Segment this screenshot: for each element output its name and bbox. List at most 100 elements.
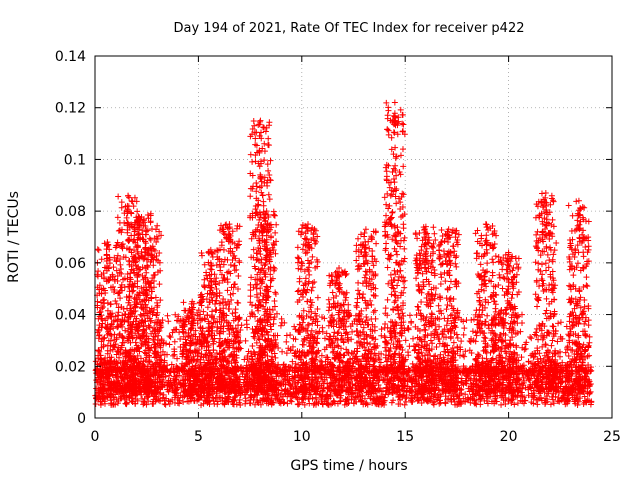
grid-lines bbox=[95, 56, 612, 418]
data-point bbox=[406, 343, 413, 350]
data-point bbox=[410, 335, 417, 342]
data-point bbox=[243, 317, 250, 324]
data-point bbox=[107, 300, 114, 307]
data-point bbox=[534, 401, 541, 408]
data-point bbox=[461, 325, 468, 332]
data-point bbox=[406, 312, 413, 319]
data-point bbox=[522, 345, 529, 352]
data-point bbox=[149, 226, 155, 233]
data-point bbox=[99, 320, 106, 327]
data-point bbox=[146, 235, 153, 242]
data-point bbox=[498, 401, 505, 408]
data-point bbox=[586, 339, 593, 346]
data-point bbox=[129, 288, 136, 295]
data-point bbox=[249, 356, 256, 363]
data-point bbox=[180, 299, 187, 306]
data-point bbox=[530, 400, 537, 407]
data-point bbox=[387, 318, 394, 325]
data-point bbox=[157, 297, 164, 304]
data-point bbox=[172, 311, 179, 318]
data-point bbox=[143, 269, 150, 276]
data-point bbox=[461, 353, 468, 360]
data-point bbox=[112, 298, 119, 305]
data-point bbox=[116, 219, 123, 226]
data-point bbox=[283, 338, 290, 345]
data-point bbox=[236, 396, 243, 403]
data-point bbox=[160, 391, 167, 398]
data-point bbox=[518, 389, 525, 396]
data-point bbox=[283, 332, 290, 339]
data-points bbox=[92, 99, 595, 409]
data-point bbox=[144, 211, 151, 218]
data-point bbox=[462, 391, 469, 398]
data-point bbox=[528, 372, 535, 379]
data-point bbox=[378, 326, 385, 333]
data-point bbox=[151, 336, 158, 343]
data-point bbox=[161, 400, 168, 407]
data-point bbox=[528, 335, 535, 342]
data-point bbox=[306, 400, 313, 407]
data-point bbox=[200, 308, 207, 315]
data-point bbox=[581, 393, 588, 400]
data-point bbox=[444, 396, 451, 403]
data-point bbox=[209, 308, 216, 315]
data-point bbox=[170, 352, 177, 359]
data-point bbox=[117, 261, 124, 268]
data-point bbox=[137, 311, 144, 318]
data-point bbox=[104, 331, 111, 338]
data-point bbox=[409, 398, 416, 405]
data-point bbox=[115, 193, 122, 200]
data-point bbox=[114, 277, 121, 284]
chart-title: Day 194 of 2021, Rate Of TEC Index for r… bbox=[174, 21, 525, 36]
data-point bbox=[162, 401, 169, 408]
data-point bbox=[242, 337, 249, 344]
data-point bbox=[166, 341, 173, 348]
data-point bbox=[237, 401, 244, 408]
data-point bbox=[557, 319, 564, 326]
data-point bbox=[401, 401, 408, 408]
data-point bbox=[344, 349, 351, 356]
data-point bbox=[279, 348, 286, 355]
data-point bbox=[156, 281, 163, 288]
data-point bbox=[405, 349, 412, 356]
data-point bbox=[525, 392, 532, 399]
data-point bbox=[502, 401, 509, 408]
data-point bbox=[171, 351, 178, 358]
data-point bbox=[284, 400, 291, 407]
data-point bbox=[118, 204, 125, 211]
data-point bbox=[107, 397, 114, 404]
data-point bbox=[174, 355, 181, 362]
data-point bbox=[251, 401, 258, 408]
data-point bbox=[460, 331, 467, 338]
data-point bbox=[334, 400, 341, 407]
data-point bbox=[318, 352, 325, 359]
data-point bbox=[95, 247, 102, 254]
data-point bbox=[166, 401, 173, 408]
data-point bbox=[408, 379, 415, 386]
data-point bbox=[555, 389, 562, 396]
data-point bbox=[291, 323, 298, 330]
data-point bbox=[375, 382, 382, 388]
data-point bbox=[277, 322, 284, 329]
data-point bbox=[154, 222, 161, 229]
data-point bbox=[132, 339, 139, 346]
data-point bbox=[119, 339, 126, 346]
data-point bbox=[283, 350, 290, 357]
data-point bbox=[482, 335, 489, 342]
data-point bbox=[171, 346, 178, 353]
data-point bbox=[95, 268, 102, 275]
data-point bbox=[376, 363, 383, 370]
data-point bbox=[484, 400, 491, 407]
data-point bbox=[307, 391, 314, 398]
data-point bbox=[562, 349, 569, 356]
data-point bbox=[124, 237, 131, 244]
data-point bbox=[166, 332, 173, 339]
data-point bbox=[127, 246, 134, 253]
data-point bbox=[402, 337, 409, 344]
data-point bbox=[555, 320, 562, 327]
data-point bbox=[110, 264, 117, 271]
data-point bbox=[522, 397, 529, 404]
data-point bbox=[278, 396, 285, 403]
data-point bbox=[244, 324, 251, 331]
